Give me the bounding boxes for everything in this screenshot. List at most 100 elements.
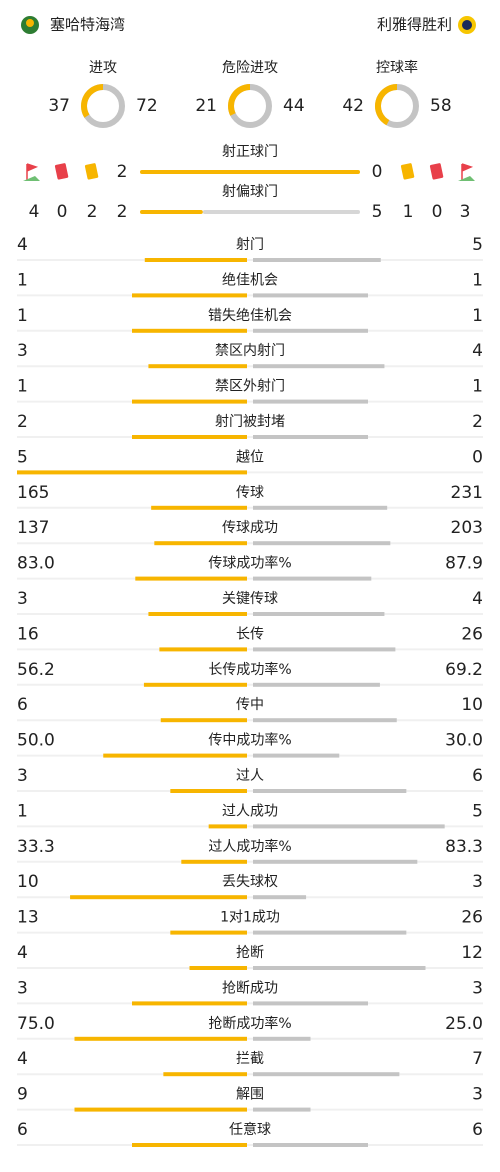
stat-away: 5 <box>472 235 483 255</box>
stat-bar-away <box>253 364 385 369</box>
stat-bar-home <box>143 682 247 687</box>
summary-away: 72 <box>136 96 158 116</box>
discipline-corners: 4 <box>29 202 40 222</box>
stat-away: 0 <box>472 447 483 467</box>
stat-label: 错失绝佳机会 <box>208 308 292 324</box>
stat-away: 3 <box>472 978 483 998</box>
shot-bar-home <box>140 210 203 214</box>
shot-away: 0 <box>372 162 383 182</box>
stat-home: 4 <box>17 235 28 255</box>
stat-label: 关键传球 <box>222 591 278 607</box>
stat-label: 传球成功率% <box>208 555 291 572</box>
stat-bar-home <box>189 966 247 970</box>
stat-home: 1 <box>17 270 28 290</box>
stat-away: 12 <box>461 943 483 963</box>
stat-bar-home <box>135 576 247 581</box>
summary-away: 58 <box>430 96 452 116</box>
stat-away: 83.3 <box>445 837 483 857</box>
stat-home: 9 <box>17 1085 28 1105</box>
stat-bar-away <box>253 435 368 439</box>
stat-bar-away <box>253 1107 311 1112</box>
stat-bar-away <box>253 682 380 687</box>
stat-bar-away <box>253 399 368 404</box>
stat-label: 拦截 <box>236 1051 264 1067</box>
stat-home: 3 <box>17 766 28 786</box>
stat-bar-home <box>151 505 247 510</box>
shot-home: 2 <box>117 162 128 182</box>
stat-label: 抢断成功率% <box>208 1015 291 1032</box>
stat-away: 30.0 <box>445 731 483 751</box>
stat-home: 3 <box>17 978 28 998</box>
shot-bar-away <box>202 210 360 214</box>
stat-away: 4 <box>472 589 483 609</box>
stat-bar-home <box>74 1036 247 1041</box>
stat-bar-home <box>74 1107 247 1112</box>
stat-label: 长传成功率% <box>208 661 291 678</box>
stat-away: 3 <box>472 872 483 892</box>
stat-label: 射门被封堵 <box>215 414 285 430</box>
stat-home: 165 <box>17 483 49 503</box>
stat-bar-away <box>253 824 445 829</box>
stat-bar-home <box>159 647 247 652</box>
stat-bar-away <box>253 505 388 510</box>
stat-bar-away <box>253 293 368 298</box>
stat-home: 33.3 <box>17 837 55 857</box>
away-logo <box>458 16 476 34</box>
stat-home: 16 <box>17 624 39 644</box>
stat-home: 56.2 <box>17 660 55 680</box>
stat-bar-home <box>103 753 247 758</box>
stat-bar-away <box>253 1143 368 1147</box>
summary-home: 21 <box>195 96 217 116</box>
stat-bar-home <box>148 364 247 369</box>
stat-away: 26 <box>461 624 483 644</box>
stat-label: 禁区外射门 <box>215 379 285 395</box>
stat-away: 6 <box>472 766 483 786</box>
stat-home: 3 <box>17 589 28 609</box>
stat-home: 4 <box>17 1049 28 1069</box>
stat-bar-home <box>163 1072 247 1077</box>
donut-home <box>81 84 104 118</box>
stat-bar-home <box>208 824 247 829</box>
stat-bar-away <box>253 789 407 793</box>
donut-home <box>228 84 251 116</box>
stat-home: 2 <box>17 412 28 432</box>
stat-away: 2 <box>472 412 483 432</box>
shot-bar-home <box>140 170 360 174</box>
stat-bar-home <box>132 1143 247 1147</box>
stat-label: 任意球 <box>229 1121 271 1138</box>
stat-bar-home <box>181 859 247 864</box>
stat-bar-home <box>17 470 247 475</box>
stat-bar-home <box>170 930 247 935</box>
stat-bar-home <box>70 895 247 900</box>
stat-away: 10 <box>461 695 483 715</box>
stat-home: 1 <box>17 306 28 326</box>
summary-label: 控球率 <box>376 59 418 76</box>
stat-bar-home <box>132 293 247 298</box>
stat-home: 1 <box>17 377 28 397</box>
stat-label: 抢断 <box>236 944 264 961</box>
stat-label: 过人成功 <box>222 803 278 819</box>
stat-bar-away <box>253 258 381 262</box>
stat-bar-away <box>253 718 397 723</box>
stat-bar-away <box>253 541 391 546</box>
stat-bar-home <box>144 258 247 262</box>
stat-label: 传球成功 <box>222 520 278 536</box>
shot-label: 射正球门 <box>222 144 278 160</box>
stat-away: 4 <box>472 341 483 361</box>
stat-home: 10 <box>17 872 39 892</box>
summary-home: 42 <box>342 96 364 116</box>
discipline-yellow: 1 <box>403 202 414 222</box>
stat-label: 抢断成功 <box>222 979 278 996</box>
stat-home: 137 <box>17 518 49 538</box>
stat-label: 传球 <box>236 485 264 501</box>
stat-bar-away <box>253 1036 311 1041</box>
stat-away: 3 <box>472 1085 483 1105</box>
stat-bar-home <box>154 541 247 546</box>
discipline-yellow: 2 <box>87 202 98 222</box>
stat-home: 4 <box>17 943 28 963</box>
shot-home: 2 <box>117 202 128 222</box>
stat-bar-home <box>132 435 247 439</box>
stat-away: 69.2 <box>445 660 483 680</box>
stat-bar-away <box>253 576 372 581</box>
